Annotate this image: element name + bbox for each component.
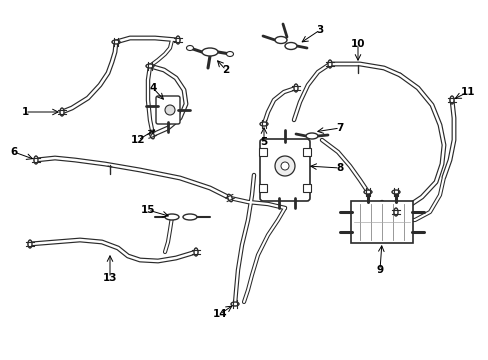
Ellipse shape bbox=[227, 194, 232, 202]
FancyBboxPatch shape bbox=[260, 139, 309, 201]
Ellipse shape bbox=[112, 40, 120, 44]
Ellipse shape bbox=[449, 96, 453, 104]
Bar bbox=[259, 148, 266, 156]
Text: 4: 4 bbox=[149, 83, 156, 93]
Bar bbox=[259, 184, 266, 192]
Ellipse shape bbox=[149, 131, 154, 139]
Ellipse shape bbox=[176, 36, 180, 44]
Ellipse shape bbox=[260, 122, 267, 126]
Text: 11: 11 bbox=[460, 87, 474, 97]
FancyBboxPatch shape bbox=[156, 96, 180, 124]
Text: 15: 15 bbox=[141, 205, 155, 215]
Ellipse shape bbox=[34, 156, 38, 164]
Text: 10: 10 bbox=[350, 39, 365, 49]
Ellipse shape bbox=[28, 240, 32, 248]
Text: 1: 1 bbox=[21, 107, 29, 117]
Ellipse shape bbox=[186, 45, 193, 50]
Text: 13: 13 bbox=[102, 273, 117, 283]
Ellipse shape bbox=[327, 60, 331, 68]
FancyBboxPatch shape bbox=[350, 201, 412, 243]
Circle shape bbox=[164, 105, 175, 115]
Ellipse shape bbox=[274, 36, 286, 44]
Text: 6: 6 bbox=[10, 147, 18, 157]
Text: 12: 12 bbox=[130, 135, 145, 145]
Text: 8: 8 bbox=[336, 163, 343, 173]
Ellipse shape bbox=[293, 84, 297, 92]
Ellipse shape bbox=[194, 248, 198, 256]
Ellipse shape bbox=[202, 48, 218, 56]
Text: 5: 5 bbox=[260, 137, 267, 147]
Ellipse shape bbox=[393, 208, 397, 216]
Ellipse shape bbox=[305, 133, 317, 139]
Ellipse shape bbox=[285, 42, 296, 50]
Ellipse shape bbox=[391, 190, 399, 194]
Bar bbox=[303, 184, 310, 192]
Ellipse shape bbox=[183, 214, 197, 220]
Text: 3: 3 bbox=[316, 25, 323, 35]
Text: 9: 9 bbox=[376, 265, 383, 275]
Text: 2: 2 bbox=[222, 65, 229, 75]
Ellipse shape bbox=[164, 214, 179, 220]
Bar bbox=[303, 148, 310, 156]
Ellipse shape bbox=[60, 108, 64, 116]
Circle shape bbox=[281, 162, 288, 170]
Circle shape bbox=[274, 156, 294, 176]
Ellipse shape bbox=[226, 51, 233, 57]
Ellipse shape bbox=[146, 64, 154, 68]
Ellipse shape bbox=[230, 302, 239, 306]
Text: 7: 7 bbox=[336, 123, 343, 133]
Ellipse shape bbox=[363, 190, 371, 194]
Text: 14: 14 bbox=[212, 309, 227, 319]
